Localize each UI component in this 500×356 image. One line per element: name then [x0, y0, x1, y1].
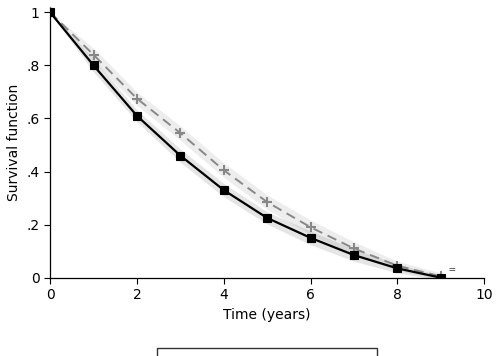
Text: =: = — [448, 265, 456, 275]
Legend: Men, Women: Men, Women — [157, 348, 378, 356]
X-axis label: Time (years): Time (years) — [224, 308, 311, 322]
Y-axis label: Survival function: Survival function — [7, 84, 21, 201]
